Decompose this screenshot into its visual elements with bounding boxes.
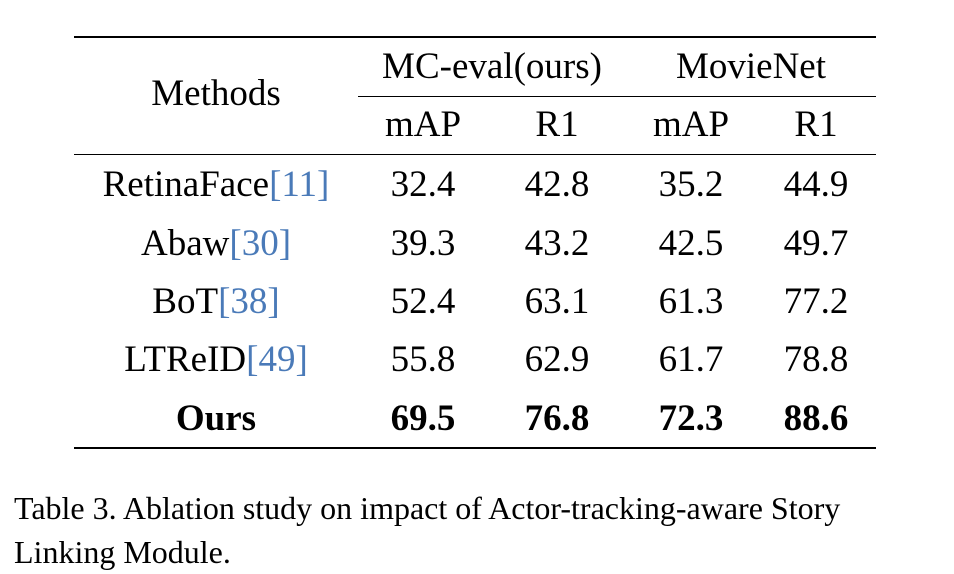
caption-label: Table 3. bbox=[14, 490, 117, 526]
group-header-mc-eval: MC-eval(ours) bbox=[382, 46, 602, 87]
value-cell: 32.4 bbox=[390, 164, 456, 205]
method-name: Ours bbox=[175, 398, 257, 439]
value-cell: 44.9 bbox=[783, 164, 849, 205]
citation-link[interactable]: [38] bbox=[218, 281, 280, 322]
value-cell: 61.3 bbox=[658, 281, 724, 322]
citation-number: 49 bbox=[258, 339, 296, 380]
value-cell: 72.3 bbox=[658, 398, 724, 439]
caption-text: Ablation study on impact of Actor-tracki… bbox=[14, 490, 841, 570]
value-cell: 42.8 bbox=[524, 164, 590, 205]
value-cell: 88.6 bbox=[783, 398, 849, 439]
value-cell: 49.7 bbox=[783, 223, 849, 264]
top-rule bbox=[74, 36, 876, 38]
method-cell: LTReID[49] bbox=[74, 341, 358, 378]
method-cell: Abaw[30] bbox=[74, 225, 358, 262]
value-cell: 63.1 bbox=[524, 281, 590, 322]
value-cell: 42.5 bbox=[658, 223, 724, 264]
citation-number: 30 bbox=[241, 223, 279, 264]
value-cell: 55.8 bbox=[390, 339, 456, 380]
subheader-r1-1: R1 bbox=[535, 104, 579, 145]
method-name: BoT bbox=[152, 281, 219, 322]
subheader-map-2: mAP bbox=[652, 104, 730, 145]
group-header-movienet: MovieNet bbox=[675, 46, 827, 87]
citation-link[interactable]: [11] bbox=[269, 164, 330, 205]
subheader-map-1: mAP bbox=[384, 104, 462, 145]
group-underline-rule bbox=[358, 96, 876, 97]
method-cell: BoT[38] bbox=[74, 283, 358, 320]
method-name: Abaw bbox=[140, 223, 230, 264]
bottom-rule bbox=[74, 447, 876, 449]
value-cell: 61.7 bbox=[658, 339, 724, 380]
method-name: RetinaFace bbox=[102, 164, 270, 205]
value-cell: 35.2 bbox=[658, 164, 724, 205]
method-name: LTReID bbox=[124, 339, 247, 380]
value-cell: 52.4 bbox=[390, 281, 456, 322]
value-cell: 78.8 bbox=[783, 339, 849, 380]
value-cell: 76.8 bbox=[524, 398, 590, 439]
method-cell: Ours bbox=[74, 400, 358, 437]
value-cell: 43.2 bbox=[524, 223, 590, 264]
value-cell: 69.5 bbox=[390, 398, 456, 439]
value-cell: 77.2 bbox=[783, 281, 849, 322]
citation-number: 11 bbox=[281, 164, 318, 205]
header-bottom-rule bbox=[74, 154, 876, 155]
citation-link[interactable]: [30] bbox=[229, 223, 292, 264]
citation-link[interactable]: [49] bbox=[246, 339, 308, 380]
methods-header: Methods bbox=[151, 73, 281, 114]
value-cell: 39.3 bbox=[390, 223, 456, 264]
table-caption: Table 3. Ablation study on impact of Act… bbox=[14, 486, 944, 574]
citation-number: 38 bbox=[230, 281, 268, 322]
method-cell: RetinaFace[11] bbox=[74, 166, 358, 203]
value-cell: 62.9 bbox=[524, 339, 590, 380]
subheader-r1-2: R1 bbox=[794, 104, 838, 145]
